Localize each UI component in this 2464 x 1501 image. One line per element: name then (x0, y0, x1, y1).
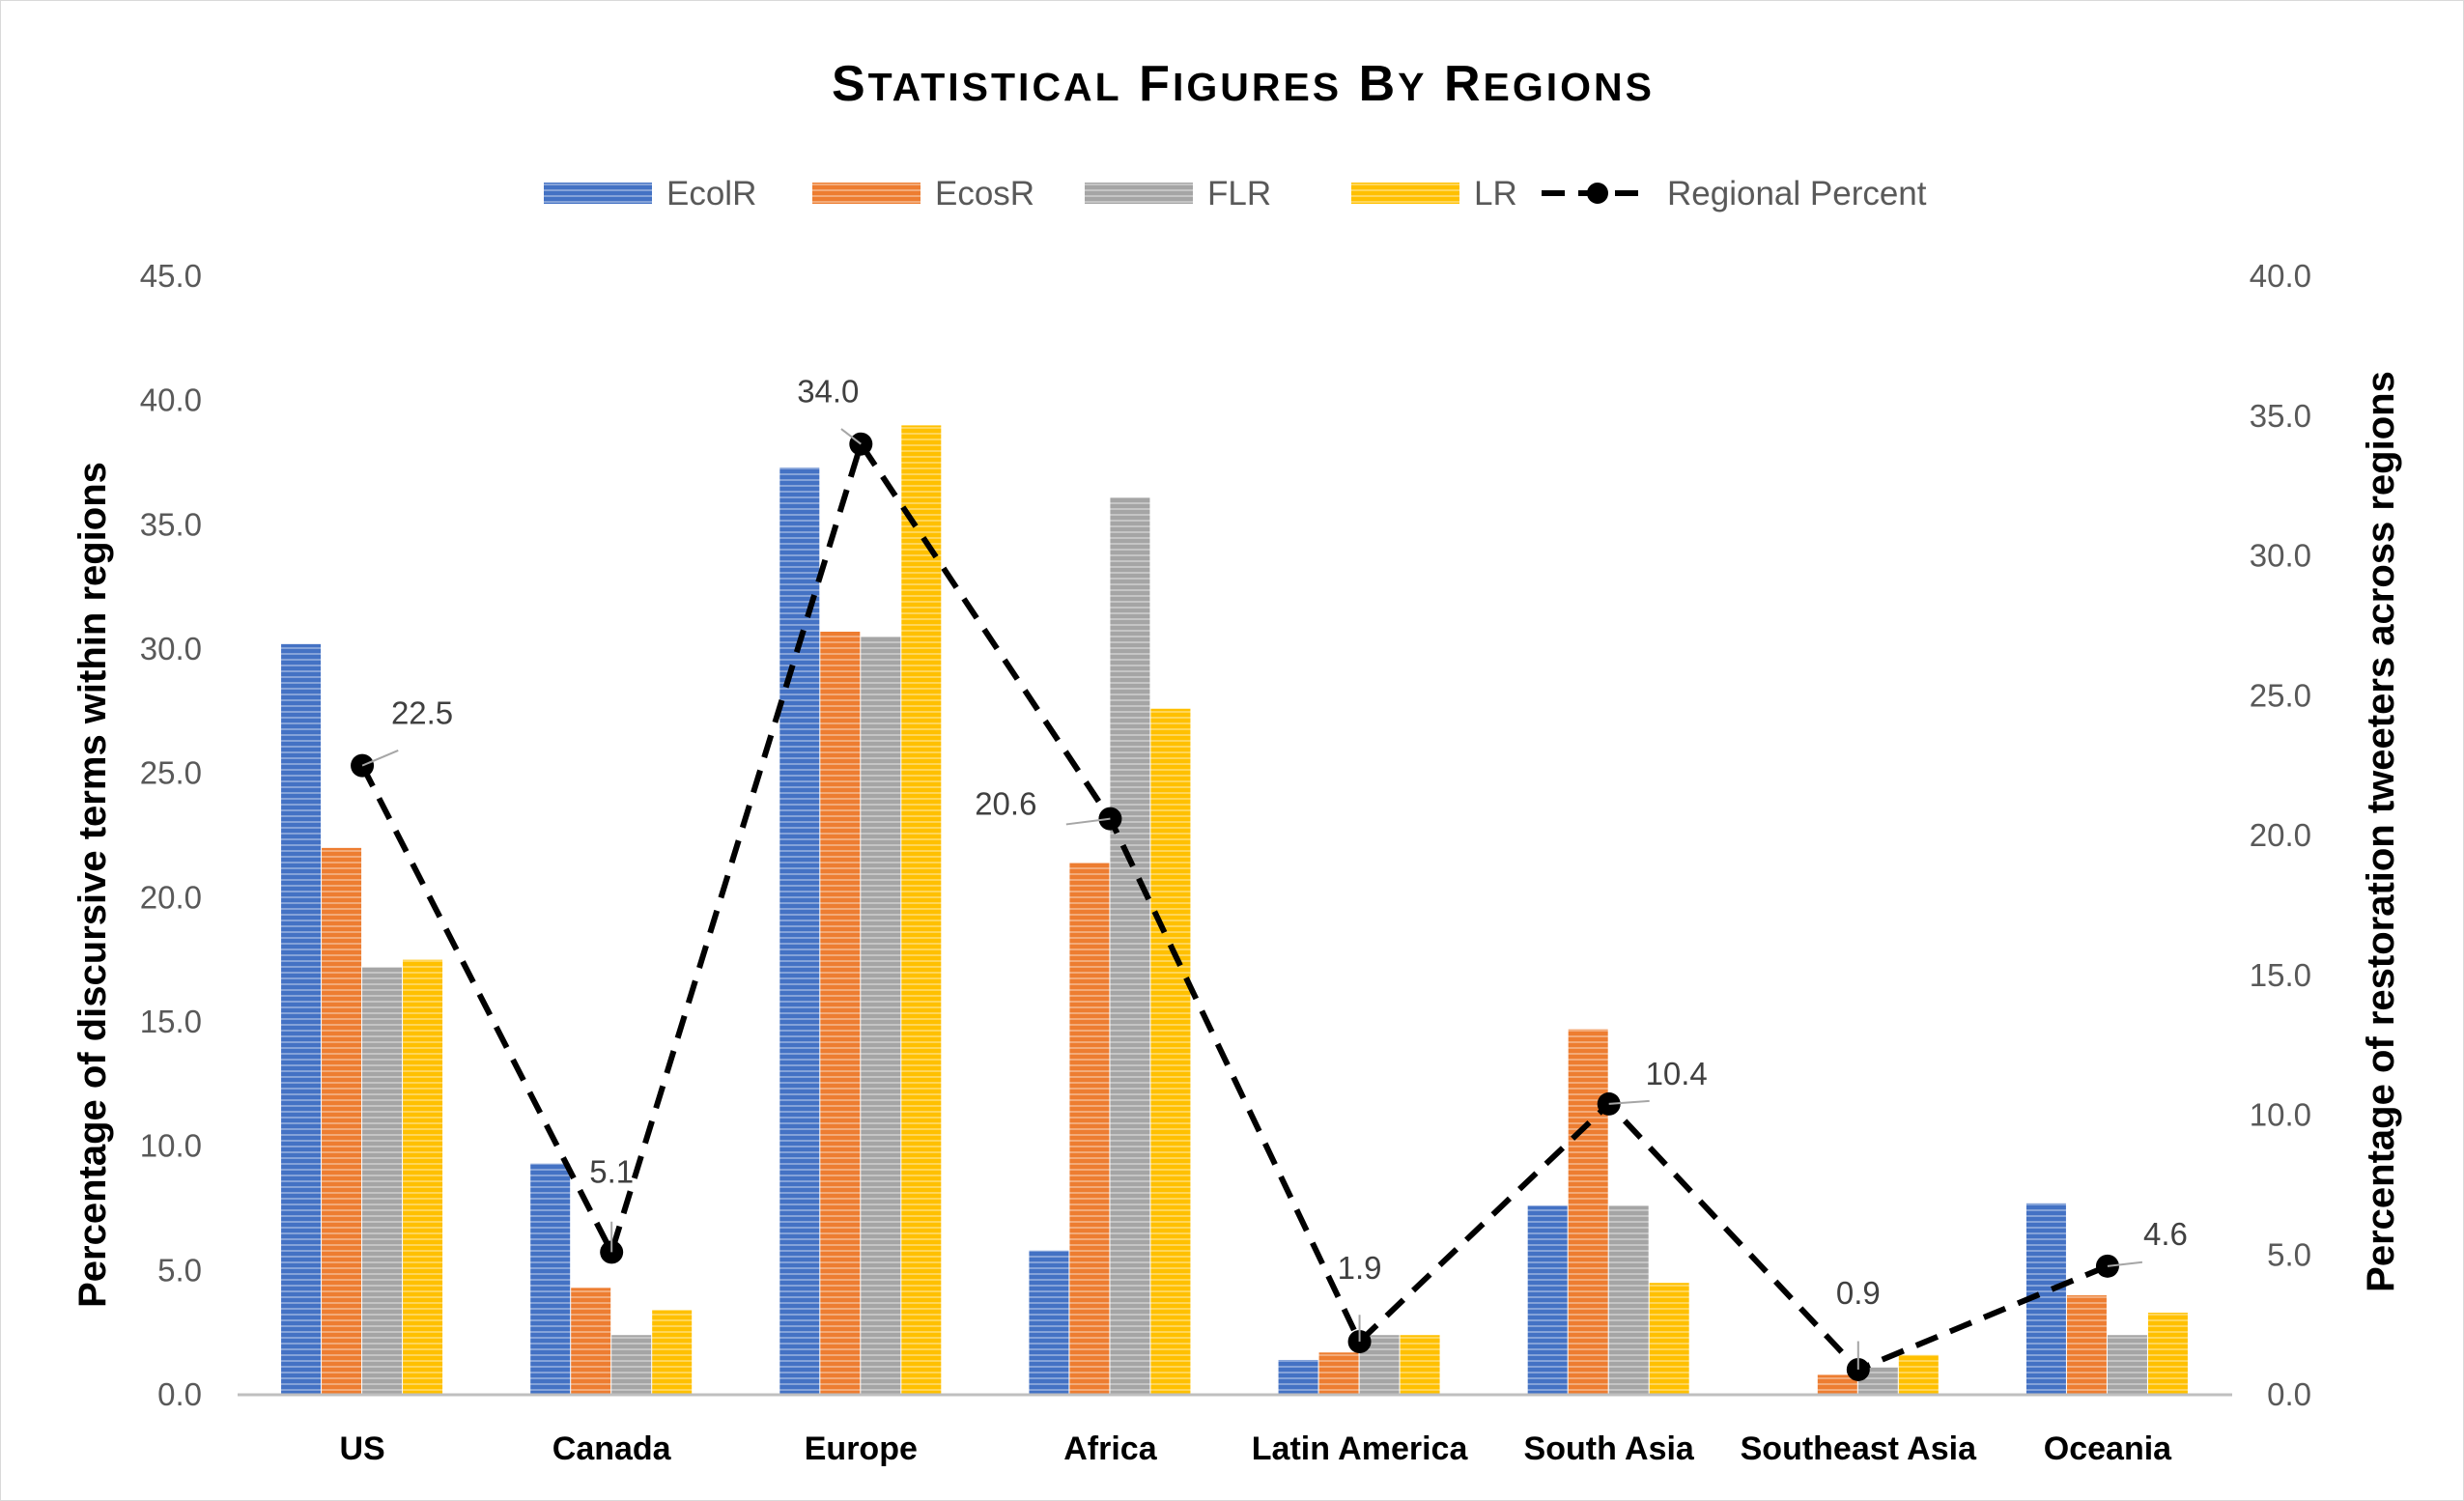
left-tick-label: 30.0 (140, 631, 202, 666)
legend-label-ecolr: EcolR (666, 175, 756, 212)
category-label-south-asia: South Asia (1524, 1430, 1695, 1467)
right-tick-label: 30.0 (2250, 538, 2311, 574)
regional-percent-polyline (359, 440, 2110, 1373)
leader-line (1065, 817, 1111, 826)
legend-swatch-ecolr (544, 183, 652, 204)
bar-ecolr-us (281, 643, 322, 1395)
right-tick-label: 40.0 (2250, 258, 2311, 294)
bar-series (281, 425, 2188, 1395)
bar-flr-canada (611, 1335, 652, 1395)
bar-ecosr-europe (820, 631, 861, 1395)
category-label-southeast-asia: Southeast Asia (1741, 1430, 1977, 1467)
bar-lr-europe (901, 425, 942, 1395)
category-label-europe: Europe (805, 1430, 918, 1467)
left-tick-label: 45.0 (140, 258, 202, 294)
legend-swatch-lr (1351, 183, 1459, 204)
leader-line (840, 428, 862, 445)
left-tick-label: 15.0 (140, 1004, 202, 1039)
legend-swatch-flr (1085, 183, 1193, 204)
left-tick-label: 40.0 (140, 382, 202, 418)
category-label-africa: Africa (1063, 1430, 1157, 1467)
legend-label-flr: FLR (1207, 175, 1271, 212)
bar-ecolr-canada (530, 1163, 571, 1395)
legend-marker-regional-percent (1587, 183, 1608, 204)
data-label-oceania: 4.6 (2143, 1216, 2188, 1252)
category-labels: US Canada Europe Africa Latin America South A… (339, 1430, 2172, 1467)
legend-swatch-ecosr (812, 183, 920, 204)
bar-flr-us (362, 967, 403, 1395)
right-y-axis: 0.0 5.0 10.0 15.0 20.0 25.0 30.0 35.0 40.0 (2250, 258, 2311, 1412)
bar-lr-southeast-asia (1898, 1354, 1939, 1395)
category-label-latin-america: Latin America (1252, 1430, 1469, 1467)
data-label-europe: 34.0 (797, 374, 859, 410)
bar-flr-oceania (2107, 1335, 2147, 1395)
regional-percent-line (351, 432, 2119, 1381)
leader-line (361, 750, 399, 767)
left-tick-label: 20.0 (140, 879, 202, 915)
right-tick-label: 20.0 (2250, 817, 2311, 853)
bar-lr-south-asia (1649, 1283, 1689, 1395)
bar-flr-europe (861, 637, 901, 1395)
category-label-us: US (339, 1430, 384, 1467)
right-tick-label: 35.0 (2250, 398, 2311, 434)
leader-line (1608, 1099, 1650, 1105)
left-axis-title: Percentage of discursive terms within re… (71, 462, 114, 1308)
bar-lr-us (403, 959, 443, 1395)
left-tick-label: 10.0 (140, 1128, 202, 1164)
bar-lr-oceania (2147, 1313, 2188, 1395)
data-label-latin-america: 1.9 (1338, 1250, 1382, 1286)
bar-ecosr-southeast-asia (1817, 1374, 1857, 1395)
left-tick-label: 25.0 (140, 755, 202, 791)
data-label-canada: 5.1 (589, 1153, 634, 1189)
right-tick-label: 15.0 (2250, 957, 2311, 993)
data-label-south-asia: 10.4 (1646, 1056, 1708, 1091)
bar-ecolr-europe (779, 467, 820, 1395)
legend: EcolR EcosR FLR LR Regional Percent (544, 175, 1927, 212)
legend-label-ecosr: EcosR (935, 175, 1034, 212)
data-label-us: 22.5 (391, 695, 453, 731)
bar-ecosr-africa (1069, 863, 1110, 1395)
bar-ecosr-oceania (2066, 1295, 2107, 1395)
bar-ecosr-south-asia (1568, 1029, 1608, 1395)
bar-ecolr-africa (1029, 1250, 1069, 1395)
right-axis-title: Percentage of restoration tweeters acros… (2360, 371, 2402, 1292)
right-tick-label: 25.0 (2250, 677, 2311, 713)
data-label-southeast-asia: 0.9 (1836, 1275, 1881, 1311)
chart-title: STATISTICAL FIGURES BY REGIONS (832, 56, 1655, 112)
category-label-canada: Canada (552, 1430, 672, 1467)
bar-ecosr-us (322, 847, 362, 1395)
legend-label-lr: LR (1474, 175, 1517, 212)
bar-lr-canada (652, 1310, 693, 1395)
right-tick-label: 0.0 (2267, 1376, 2311, 1412)
bar-ecosr-latin-america (1318, 1352, 1359, 1395)
leader-line (2107, 1260, 2143, 1267)
bar-ecolr-latin-america (1278, 1359, 1318, 1395)
legend-label-regional-percent: Regional Percent (1667, 175, 1927, 212)
right-tick-label: 10.0 (2250, 1097, 2311, 1133)
left-tick-label: 5.0 (157, 1252, 202, 1288)
bar-lr-africa (1150, 708, 1191, 1395)
bar-flr-africa (1110, 497, 1150, 1395)
left-tick-label: 35.0 (140, 506, 202, 542)
data-labels: 22.5 5.1 34.0 20.6 1.9 10.4 0.9 4.6 (361, 374, 2188, 1370)
bar-ecosr-canada (571, 1288, 611, 1395)
data-label-africa: 20.6 (975, 786, 1036, 822)
right-tick-label: 5.0 (2267, 1236, 2311, 1272)
bar-flr-south-asia (1608, 1205, 1649, 1395)
left-y-axis: 0.0 5.0 10.0 15.0 20.0 25.0 30.0 35.0 40.0 45.0 (140, 258, 202, 1412)
bar-lr-latin-america (1400, 1335, 1440, 1395)
left-tick-label: 0.0 (157, 1376, 202, 1412)
bar-ecolr-south-asia (1527, 1205, 1568, 1395)
category-label-oceania: Oceania (2044, 1430, 2172, 1467)
